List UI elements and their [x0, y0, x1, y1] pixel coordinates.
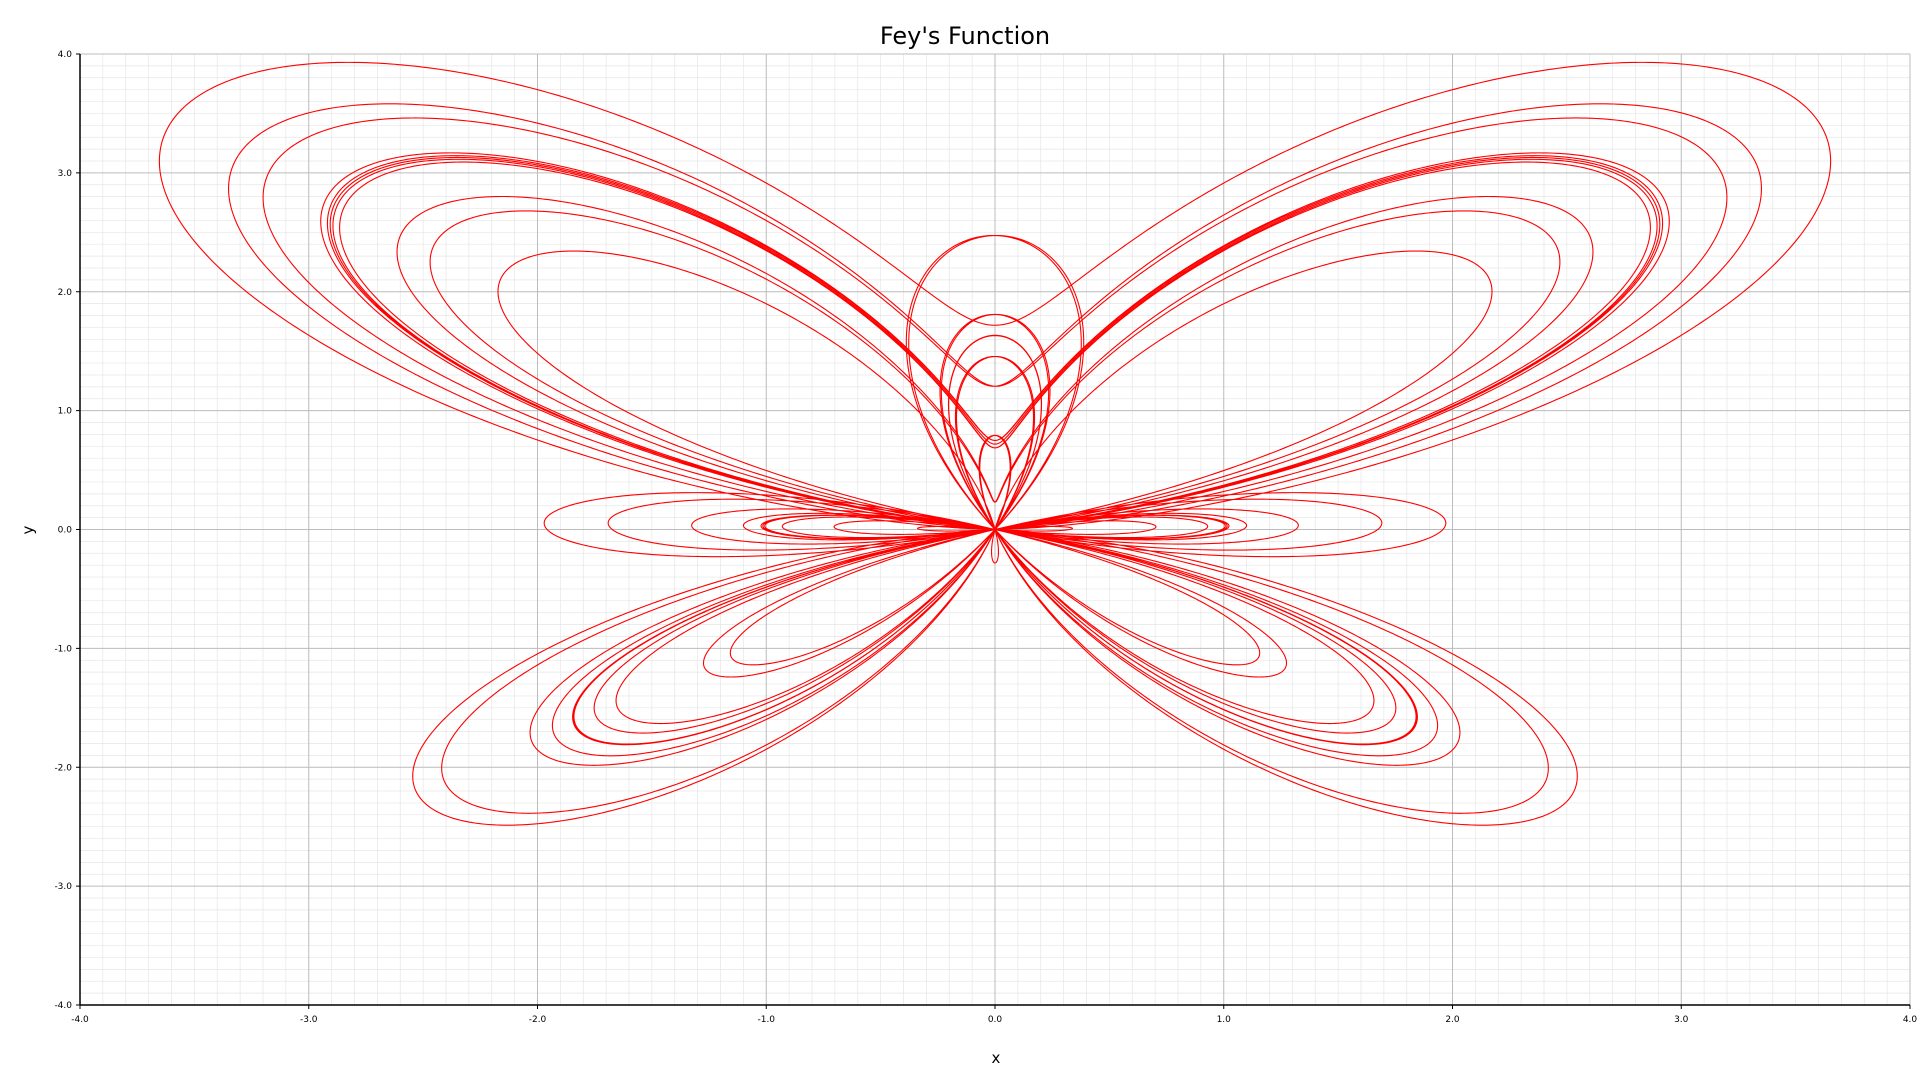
y-axis-label: y	[19, 525, 37, 534]
x-axis-label: x	[992, 1049, 1001, 1067]
y-tick-label: -1.0	[54, 644, 72, 654]
y-tick-label: -2.0	[54, 763, 72, 773]
y-tick-label: 1.0	[58, 407, 73, 417]
x-tick-label: 1.0	[1217, 1015, 1232, 1025]
x-tick-label: -2.0	[529, 1015, 547, 1025]
x-tick-label: 4.0	[1903, 1015, 1918, 1025]
y-tick-label: 4.0	[58, 50, 73, 60]
y-tick-label: -3.0	[54, 882, 72, 892]
x-tick-label: 0.0	[988, 1015, 1003, 1025]
chart-title: Fey's Function	[880, 22, 1050, 50]
y-tick-label: 0.0	[58, 526, 73, 536]
tick-marks: -4.0 -3.0 -2.0 -1.0 0.0 1.0 2.0 3.0 4.0 -4.0 -3.0 -…	[54, 50, 1917, 1025]
x-tick-label: 2.0	[1445, 1015, 1460, 1025]
y-tick-label: -4.0	[54, 1001, 72, 1011]
x-tick-label: 3.0	[1674, 1015, 1689, 1025]
y-tick-label: 2.0	[58, 288, 73, 298]
x-tick-label: -1.0	[757, 1015, 775, 1025]
x-tick-label: -3.0	[300, 1015, 318, 1025]
curve-layer	[158, 61, 1832, 826]
x-tick-label: -4.0	[71, 1015, 89, 1025]
y-tick-label: 3.0	[58, 169, 73, 179]
butterfly-curve-series	[158, 61, 1832, 826]
